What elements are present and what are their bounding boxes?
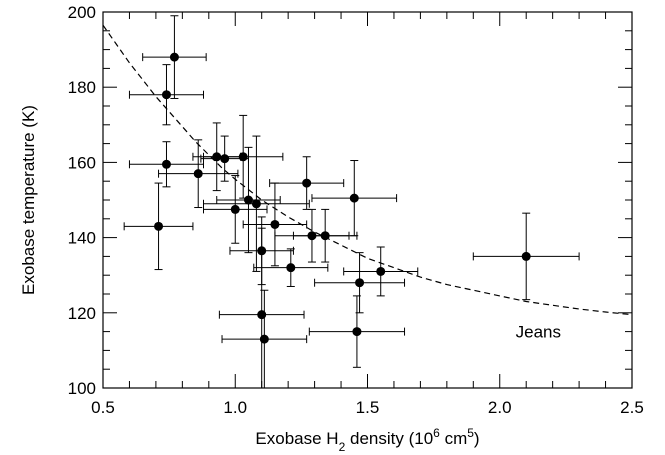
curve-annotation: Jeans xyxy=(516,323,561,342)
error-bars xyxy=(123,15,580,388)
data-point xyxy=(230,204,240,214)
data-point xyxy=(154,221,164,231)
data-point xyxy=(376,266,386,276)
data-point xyxy=(161,90,171,100)
data-point xyxy=(193,169,203,179)
data-point xyxy=(259,334,269,344)
y-axis-label: Exobase temperature (K) xyxy=(19,105,38,295)
x-axis-label: Exobase H2 density (106 cm5) xyxy=(255,426,479,454)
data-point xyxy=(320,231,330,241)
data-point xyxy=(257,310,267,320)
data-point xyxy=(169,52,179,62)
jeans-curve xyxy=(102,24,633,316)
data-point xyxy=(521,251,531,261)
data-point xyxy=(257,246,267,256)
data-point xyxy=(286,263,296,273)
x-tick-label: 1.5 xyxy=(356,398,380,417)
y-tick-label: 100 xyxy=(68,379,96,398)
x-tick-label: 1.0 xyxy=(223,398,247,417)
data-point xyxy=(212,152,222,162)
axis-ticks xyxy=(102,11,633,389)
y-tick-label: 140 xyxy=(68,229,96,248)
y-tick-labels: 100 120 140 160 180 200 xyxy=(68,3,96,398)
x-tick-label: 2.0 xyxy=(488,398,512,417)
data-point xyxy=(238,152,248,162)
data-point xyxy=(220,154,230,164)
data-point xyxy=(251,199,261,209)
data-point xyxy=(270,219,280,229)
data-point xyxy=(307,231,317,241)
data-point xyxy=(302,178,312,188)
y-tick-label: 120 xyxy=(68,304,96,323)
y-tick-label: 180 xyxy=(68,78,96,97)
x-tick-labels: 0.5 1.0 1.5 2.0 2.5 xyxy=(91,398,644,417)
x-tick-label: 2.5 xyxy=(620,398,644,417)
data-point xyxy=(243,195,253,205)
y-tick-label: 200 xyxy=(68,3,96,22)
data-points xyxy=(154,52,531,344)
x-tick-label: 0.5 xyxy=(91,398,115,417)
y-tick-label: 160 xyxy=(68,153,96,172)
jeans-curve-layer xyxy=(102,24,633,316)
data-point xyxy=(349,193,359,203)
data-point xyxy=(161,159,171,169)
data-point xyxy=(352,327,362,337)
data-point xyxy=(355,278,365,288)
